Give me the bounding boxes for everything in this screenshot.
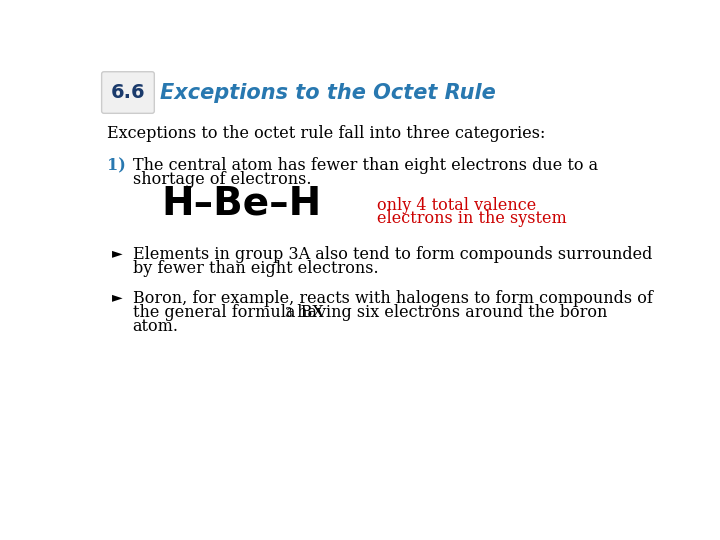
- Text: H–Be–H: H–Be–H: [161, 184, 321, 222]
- Text: by fewer than eight electrons.: by fewer than eight electrons.: [132, 260, 378, 276]
- Text: only 4 total valence: only 4 total valence: [377, 197, 536, 214]
- Text: 1): 1): [107, 157, 126, 174]
- Text: Elements in group 3A also tend to form compounds surrounded: Elements in group 3A also tend to form c…: [132, 246, 652, 263]
- Text: atom.: atom.: [132, 318, 179, 335]
- Text: Exceptions to the octet rule fall into three categories:: Exceptions to the octet rule fall into t…: [107, 125, 546, 142]
- Text: Boron, for example, reacts with halogens to form compounds of: Boron, for example, reacts with halogens…: [132, 291, 652, 307]
- Text: having six electrons around the boron: having six electrons around the boron: [292, 304, 607, 321]
- Text: electrons in the system: electrons in the system: [377, 210, 567, 227]
- Text: 6.6: 6.6: [111, 83, 145, 102]
- FancyBboxPatch shape: [102, 72, 154, 113]
- Text: The central atom has fewer than eight electrons due to a: The central atom has fewer than eight el…: [132, 157, 598, 174]
- Text: the general formula BX: the general formula BX: [132, 304, 323, 321]
- Text: Exceptions to the Octet Rule: Exceptions to the Octet Rule: [160, 83, 495, 103]
- Text: ►: ►: [112, 246, 122, 260]
- Text: 3: 3: [284, 307, 292, 320]
- Text: shortage of electrons.: shortage of electrons.: [132, 171, 311, 188]
- Text: ►: ►: [112, 291, 122, 305]
